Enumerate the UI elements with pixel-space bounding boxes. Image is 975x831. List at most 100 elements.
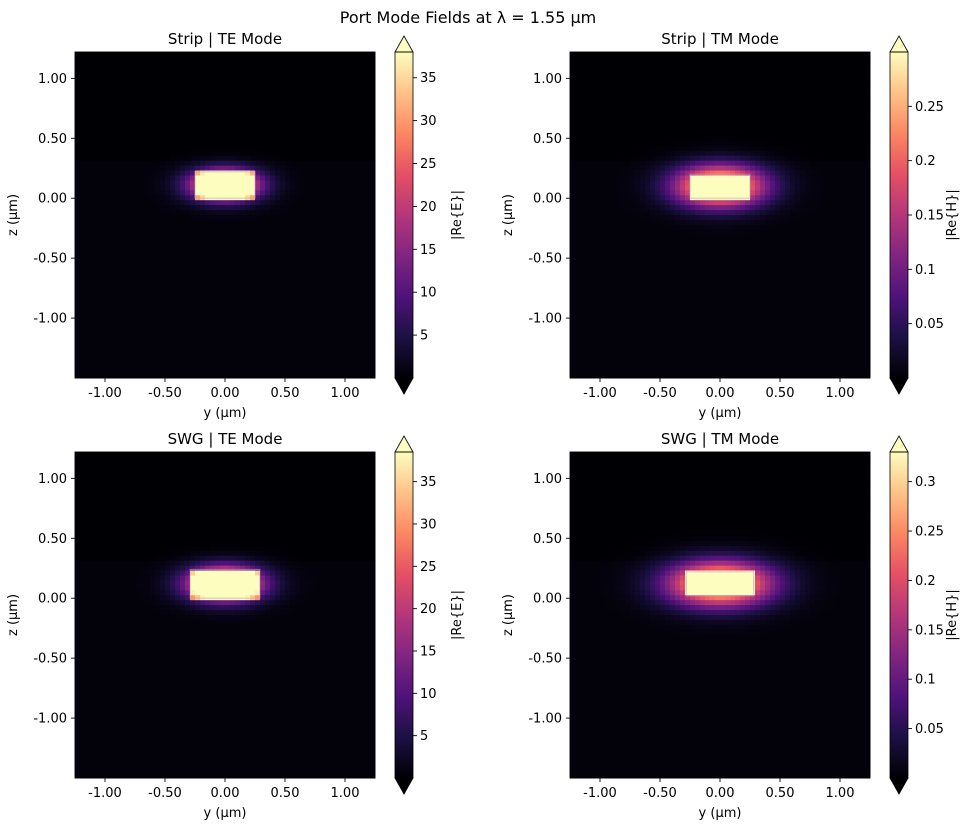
heatmap-cell [215, 259, 221, 265]
heatmap-cell [285, 56, 291, 63]
heatmap-cell [230, 126, 236, 132]
heatmap-cell [365, 86, 371, 92]
heatmap-cell [290, 318, 296, 325]
heatmap-cell [135, 298, 141, 305]
heatmap-cell [175, 234, 181, 241]
heatmap-cell [330, 274, 336, 280]
heatmap-cell [360, 126, 366, 132]
heatmap-cell [365, 323, 371, 330]
heatmap-cell [135, 308, 141, 315]
heatmap-cell [615, 121, 621, 127]
heatmap-cell [100, 175, 106, 181]
heatmap-cell [630, 234, 636, 241]
heatmap-cell [325, 274, 331, 280]
heatmap-cell [205, 190, 211, 196]
heatmap-cell [265, 86, 271, 92]
heatmap-cell [245, 160, 251, 167]
heatmap-cell [240, 180, 246, 186]
heatmap-cell [325, 175, 331, 181]
heatmap-cell [255, 180, 261, 186]
heatmap-cell [350, 264, 356, 270]
heatmap-cell [130, 200, 136, 206]
heatmap-cell [230, 249, 236, 255]
heatmap-cell [175, 215, 181, 221]
heatmap-cell [290, 210, 296, 216]
heatmap-cell [350, 170, 356, 176]
heatmap-cell [105, 298, 111, 305]
heatmap-cell [120, 219, 126, 226]
heatmap-cell [175, 254, 181, 260]
heatmap-cell [160, 71, 166, 78]
heatmap-cell [180, 363, 186, 369]
heatmap-cell [115, 210, 121, 216]
heatmap-cell [165, 249, 171, 255]
heatmap-cell [205, 294, 211, 300]
heatmap-cell [150, 140, 156, 147]
heatmap-cell [285, 131, 291, 137]
heatmap-cell [360, 269, 366, 275]
heatmap-cell [220, 224, 226, 231]
heatmap-cell [220, 56, 226, 63]
heatmap-cell [595, 126, 601, 132]
heatmap-cell [600, 140, 606, 147]
heatmap-cell [605, 373, 611, 379]
heatmap-cell [250, 96, 256, 102]
heatmap-cell [115, 224, 121, 231]
heatmap-cell [260, 264, 266, 270]
heatmap-cell [310, 126, 316, 132]
heatmap-cell [150, 269, 156, 275]
heatmap-cell [120, 229, 126, 236]
heatmap-cell [175, 185, 181, 191]
heatmap-cell [315, 71, 321, 78]
heatmap-cell [280, 239, 286, 246]
heatmap-cell [580, 373, 586, 379]
heatmap-cell [165, 135, 171, 142]
heatmap-cell [245, 66, 251, 73]
heatmap-cell [225, 294, 231, 300]
heatmap-cell [75, 224, 81, 231]
heatmap-cell [280, 131, 286, 137]
heatmap-cell [130, 259, 136, 265]
heatmap-cell [215, 170, 221, 176]
heatmap-cell [580, 101, 586, 107]
heatmap-cell [335, 101, 341, 107]
heatmap-cell [110, 358, 116, 364]
heatmap-cell [625, 269, 631, 275]
heatmap-cell [95, 205, 101, 211]
heatmap-cell [595, 338, 601, 344]
heatmap-cell [105, 96, 111, 102]
colorbar-tick-label: 10 [420, 286, 437, 301]
heatmap-cell [585, 353, 591, 359]
heatmap-cell [625, 61, 631, 68]
heatmap-cell [165, 308, 171, 315]
heatmap-cell [235, 294, 241, 300]
heatmap-cell [275, 121, 281, 127]
heatmap-cell [215, 126, 221, 132]
heatmap-cell [145, 274, 151, 280]
heatmap-cell [175, 338, 181, 344]
heatmap-cell [595, 303, 601, 310]
heatmap-cell [260, 338, 266, 344]
heatmap-cell [270, 205, 276, 211]
y-tick-label: 0.00 [38, 192, 67, 207]
heatmap-cell [105, 56, 111, 63]
heatmap-cell [215, 131, 221, 137]
heatmap-cell [255, 348, 261, 354]
heatmap-cell [595, 298, 601, 305]
heatmap-cell [365, 165, 371, 171]
heatmap-cell [365, 274, 371, 280]
heatmap-cell [295, 71, 301, 78]
heatmap-cell [305, 106, 311, 112]
heatmap-cell [605, 81, 611, 87]
heatmap-cell [630, 279, 636, 285]
heatmap-cell [595, 343, 601, 349]
heatmap-cell [90, 298, 96, 305]
heatmap-cell [205, 368, 211, 374]
heatmap-cell [80, 170, 86, 176]
heatmap-cell [75, 338, 81, 344]
heatmap-cell [135, 358, 141, 364]
heatmap-cell [275, 244, 281, 250]
heatmap-cell [280, 333, 286, 339]
heatmap-cell [605, 274, 611, 280]
heatmap-cell [360, 210, 366, 216]
